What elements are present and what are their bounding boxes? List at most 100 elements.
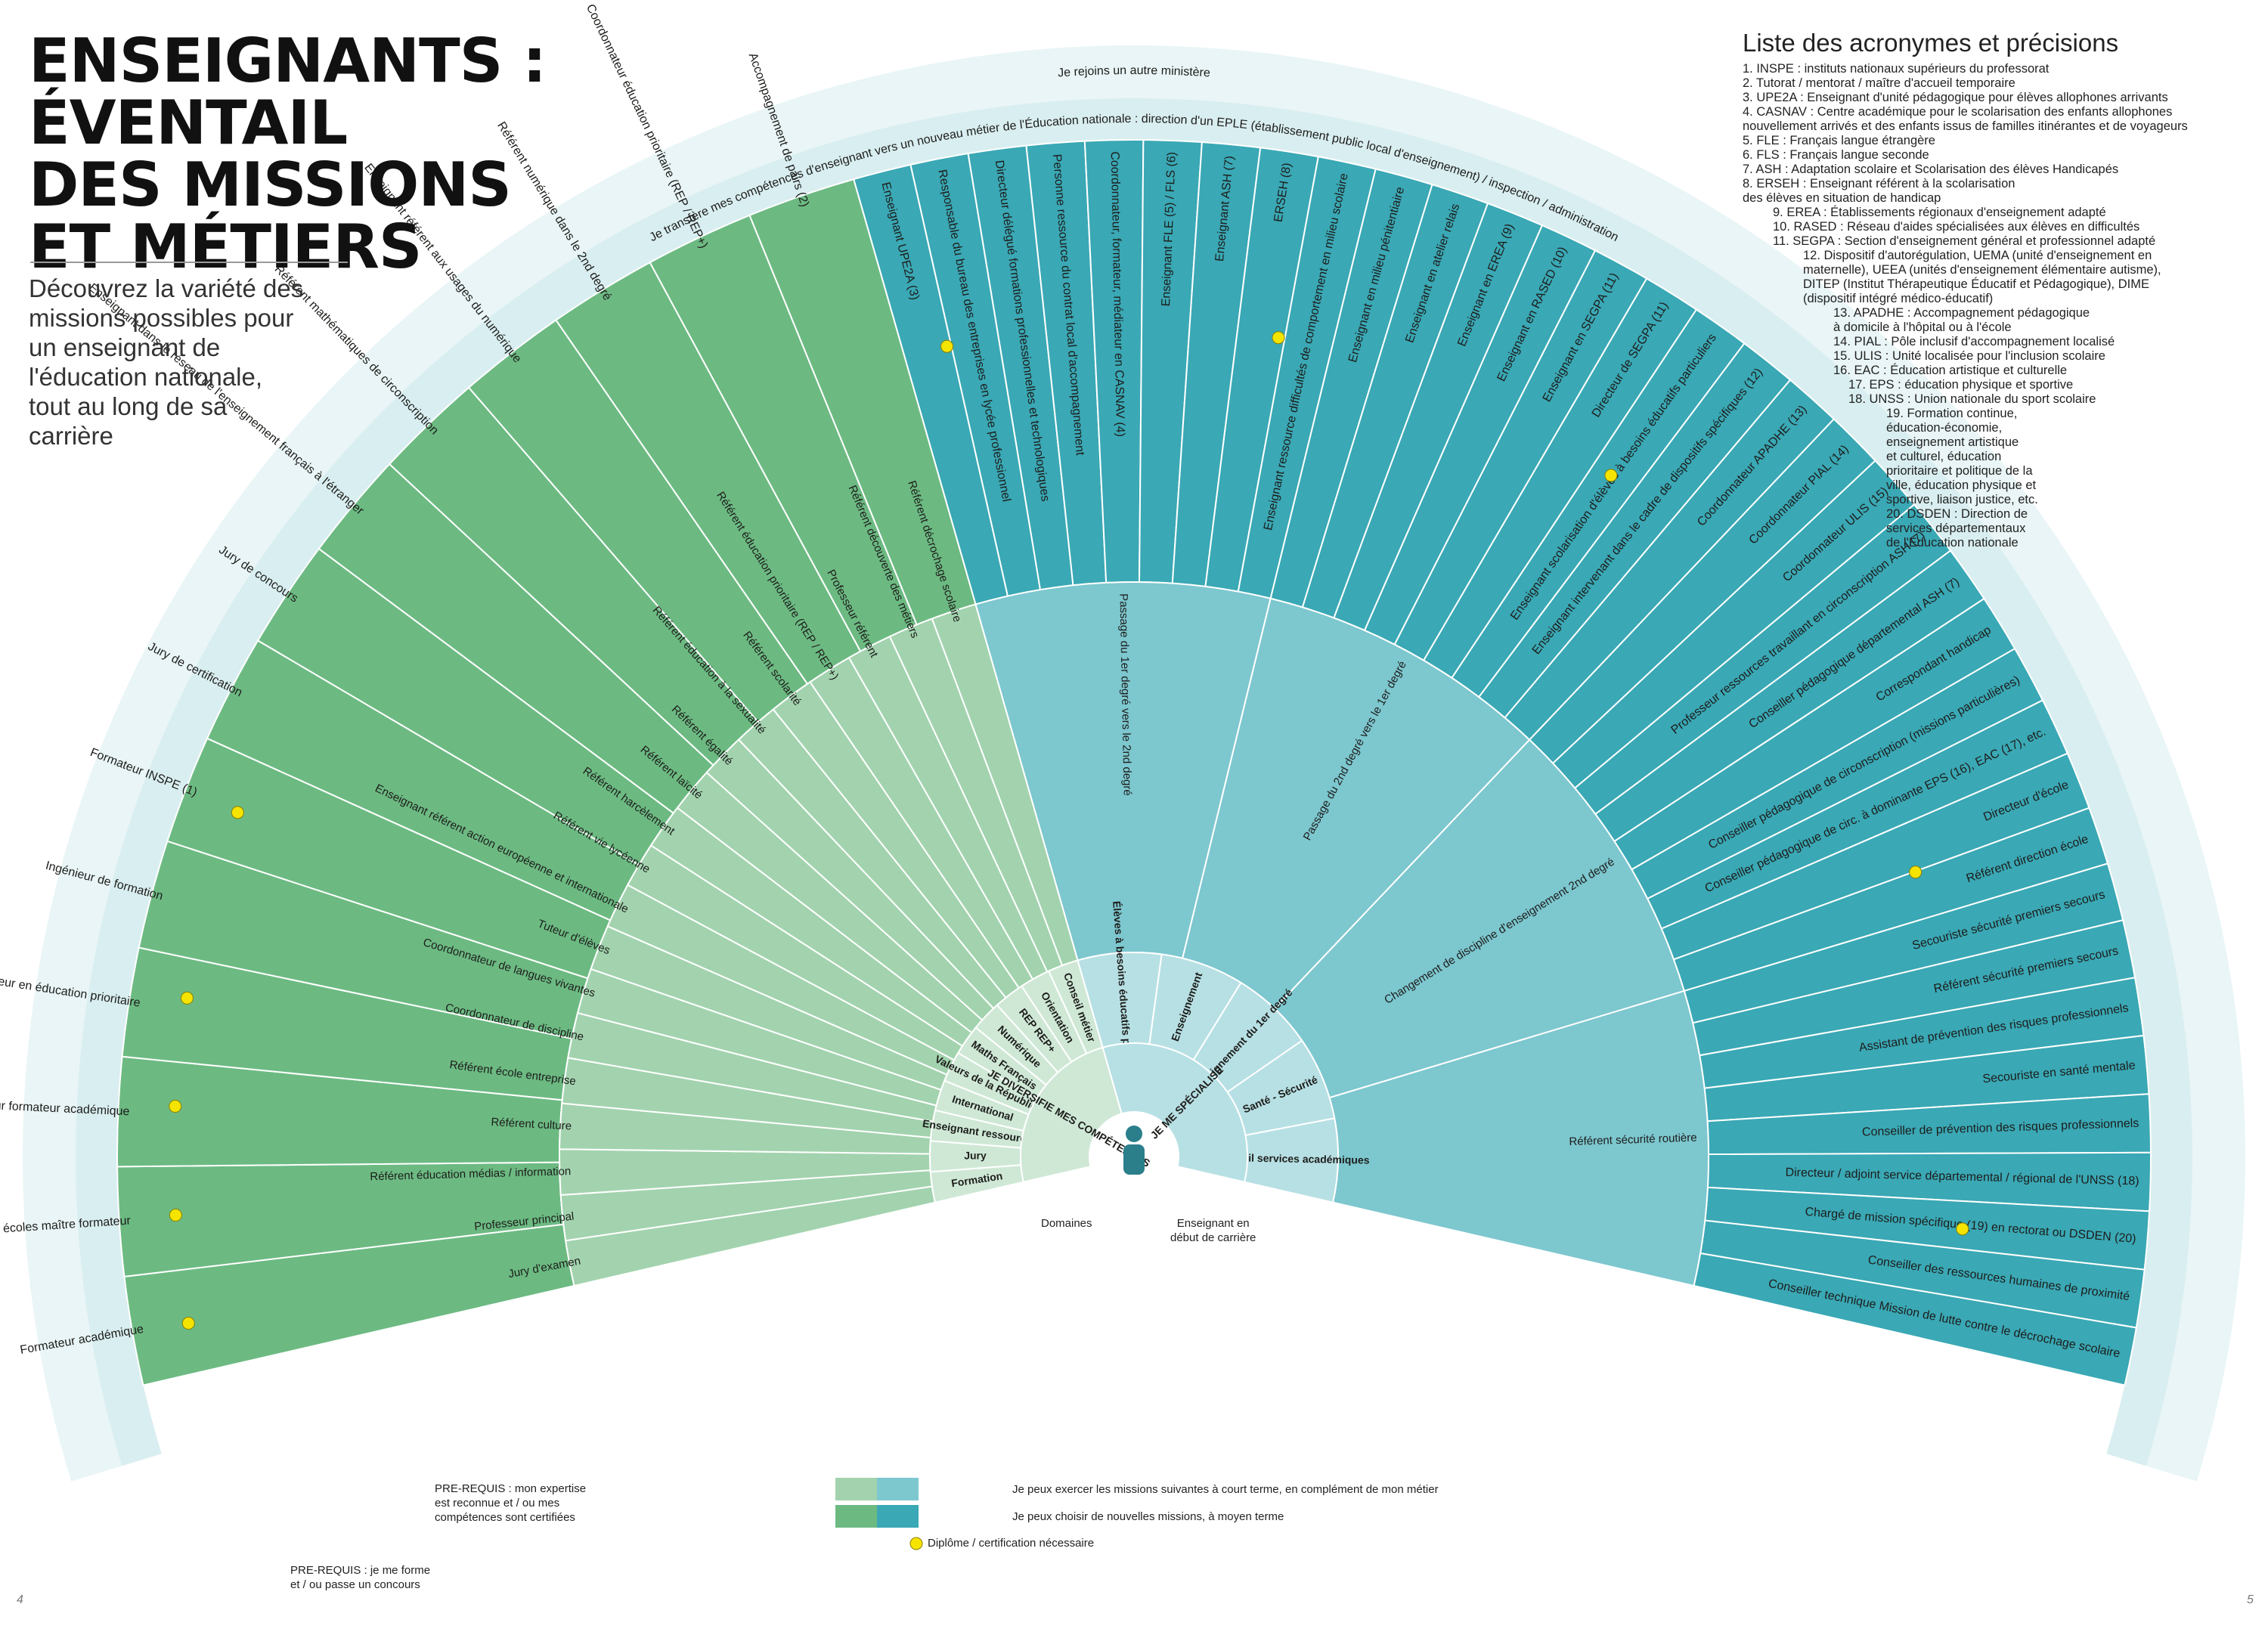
legend-swatch-short-right	[877, 1478, 919, 1500]
acronym-item: 15. ULIS : Unité localisée pour l'inclus…	[1833, 349, 2105, 364]
legend-diploma-label: Diplôme / certification nécessaire	[928, 1537, 1095, 1550]
person-icon	[1126, 1126, 1142, 1142]
acronym-item: 3. UPE2A : Enseignant d'unité pédagogiqu…	[1743, 91, 2168, 105]
prerequisite-certified-annotation: PRE-REQUIS : mon expertise est reconnue …	[435, 1482, 586, 1525]
title-line: ENSEIGNANTS :	[29, 26, 547, 96]
acronym-item: 4. CASNAV : Centre académique pour le sc…	[1743, 105, 2188, 134]
acronym-item: 2. Tutorat / mentorat / maître d'accueil…	[1743, 76, 2015, 91]
annotation-line: PRE-REQUIS : je me forme	[290, 1564, 431, 1577]
acronym-item: 8. ERSEH : Enseignant référent à la scol…	[1743, 177, 2015, 206]
acronym-line: DITEP (Institut Thérapeutique Éducatif e…	[1803, 277, 2149, 291]
acronym-line: 8. ERSEH : Enseignant référent à la scol…	[1743, 177, 2015, 190]
title-line: ET MÉTIERS	[29, 212, 423, 282]
diploma-dot	[169, 1209, 182, 1222]
legend-mid-term: Je peux choisir de nouvelles missions, à…	[835, 1510, 1284, 1523]
legend-diploma-dot	[909, 1537, 923, 1550]
acronym-item: 7. ASH : Adaptation scolaire et Scolaris…	[1743, 163, 2118, 177]
mission-short-right-label: Référent sécurité routière	[1569, 1132, 1697, 1149]
annotation-line: et / ou passe un concours	[290, 1578, 420, 1591]
acronym-item: 13. APADHE : Accompagnement pédagogique à…	[1833, 306, 2090, 335]
legend-short-term-label: Je peux exercer les missions suivantes à…	[1012, 1483, 1439, 1496]
legend-swatch-mid-right	[877, 1505, 919, 1528]
acronym-line: prioritaire et politique de la	[1886, 464, 2033, 478]
prerequisite-training-annotation: PRE-REQUIS : je me forme et / ou passe u…	[290, 1563, 430, 1592]
diploma-dot	[1272, 331, 1285, 345]
subtitle-line: tout au long de sa	[29, 392, 228, 420]
acronym-line: 17. EPS : éducation physique et sportive	[1848, 378, 2074, 392]
subtitle-line: Découvrez la variété des	[29, 274, 304, 302]
acronym-line: et culturel, éducation	[1886, 450, 2002, 463]
page-number-left: 4	[17, 1593, 23, 1606]
domain-left-label: Jury	[964, 1150, 987, 1162]
acronym-item: 20. DSDEN : Direction de services départe…	[1886, 507, 2028, 550]
diploma-dot	[180, 991, 194, 1005]
acronym-item: 11. SEGPA : Section d'enseignement génér…	[1773, 234, 2155, 249]
title-line: ÉVENTAIL	[29, 88, 348, 158]
acronym-line: à domicile à l'hôpital ou à l'école	[1833, 320, 2012, 334]
acronym-line: 11. SEGPA : Section d'enseignement génér…	[1773, 234, 2156, 248]
acronym-item: 10. RASED : Réseau d'aides spécialisées …	[1773, 220, 2139, 234]
acronym-item: 16. EAC : Éducation artistique et cultur…	[1833, 364, 2067, 378]
acronym-item: 12. Dispositif d'autorégulation, UEMA (u…	[1803, 249, 2161, 306]
legend-swatch-mid-left	[835, 1505, 877, 1528]
mission-short-right-label: Passage du 1er degré vers le 2nd degré	[1117, 593, 1133, 796]
annotation-line: Enseignant en	[1176, 1217, 1250, 1230]
diploma-dot	[1956, 1222, 1969, 1236]
acronym-line: 16. EAC : Éducation artistique et cultur…	[1833, 364, 2068, 377]
acronym-line: 15. ULIS : Unité localisée pour l'inclus…	[1833, 349, 2105, 363]
subtitle-line: un enseignant de	[29, 333, 221, 361]
diploma-dot	[181, 1317, 195, 1330]
diploma-dot	[169, 1100, 182, 1113]
acronym-line: 18. UNSS : Union nationale du sport scol…	[1848, 392, 2096, 406]
acronym-line: (dispositif intégré médico-éducatif)	[1803, 292, 1994, 305]
acronym-line: éducation-économie,	[1886, 421, 2003, 435]
legend-diploma: Diplôme / certification nécessaire	[928, 1537, 1094, 1550]
acronym-item: 1. INSPE : instituts nationaux supérieur…	[1743, 62, 2049, 76]
acronym-item: 9. EREA : Établissements régionaux d'ens…	[1773, 206, 2106, 220]
diploma-dot	[940, 339, 954, 353]
page-title: ENSEIGNANTS : ÉVENTAIL DES MISSIONS ET M…	[29, 26, 547, 282]
acronym-line: 20. DSDEN : Direction de	[1886, 507, 2028, 521]
acronym-line: maternelle), UEEA (unités d'enseignement…	[1803, 263, 2161, 277]
acronym-line: 19. Formation continue,	[1886, 407, 2018, 420]
acronym-item: 6. FLS : Français langue seconde	[1743, 148, 1929, 163]
acronym-line: 14. PIAL : Pôle inclusif d'accompagnemen…	[1833, 335, 2115, 348]
acronym-item: 14. PIAL : Pôle inclusif d'accompagnemen…	[1833, 335, 2115, 349]
domains-annotation: Domaines	[1041, 1217, 1092, 1230]
diploma-dot	[1604, 469, 1618, 482]
subtitle-line: missions possibles pour	[29, 304, 294, 332]
acronym-line: 5. FLE : Français langue étrangère	[1743, 134, 1935, 147]
acronym-item: 5. FLE : Français langue étrangère	[1743, 134, 1935, 148]
annotation-line: compétences sont certifiées	[435, 1511, 575, 1524]
acronym-line: 10. RASED : Réseau d'aides spécialisées …	[1773, 220, 2140, 234]
acronym-line: 3. UPE2A : Enseignant d'unité pédagogiqu…	[1743, 91, 2168, 104]
acronym-line: 4. CASNAV : Centre académique pour le sc…	[1743, 105, 2173, 119]
domain-right-label: Conseil services académiques	[1216, 1151, 1370, 1166]
title-line: DES MISSIONS	[29, 150, 512, 220]
acronym-item: 19. Formation continue, éducation-économi…	[1886, 407, 2038, 507]
diploma-dot	[1909, 865, 1923, 879]
acronym-line: sportive, liaison justice, etc.	[1886, 493, 2038, 506]
outer-most-ring-label: Je rejoins un autre ministère	[1058, 64, 1211, 80]
legend-mid-term-label: Je peux choisir de nouvelles missions, à…	[1012, 1510, 1284, 1523]
acronym-line: 7. ASH : Adaptation scolaire et Scolaris…	[1743, 163, 2119, 176]
acronym-line: services départementaux	[1886, 522, 2026, 535]
acronym-item: 17. EPS : éducation physique et sportive	[1848, 378, 2073, 392]
start-career-annotation: Enseignant en début de carrière	[1170, 1216, 1256, 1245]
subtitle-line: l'éducation nationale,	[29, 363, 263, 391]
acronym-line: nouvellement arrivés et des enfants issu…	[1743, 119, 2188, 133]
acronym-item: 18. UNSS : Union nationale du sport scol…	[1848, 392, 2096, 407]
page-subtitle: Découvrez la variété des missions possib…	[29, 274, 331, 451]
subtitle-line: carrière	[29, 422, 113, 450]
acronym-line: enseignement artistique	[1886, 435, 2019, 449]
diploma-dot	[231, 806, 244, 819]
acronym-line: 12. Dispositif d'autorégulation, UEMA (u…	[1803, 249, 2152, 262]
acronym-line: de l'Éducation nationale	[1886, 536, 2019, 550]
title-divider	[30, 262, 348, 263]
person-icon	[1123, 1144, 1145, 1175]
acronyms-title: Liste des acronymes et précisions	[1743, 29, 2119, 57]
acronym-line: 9. EREA : Établissements régionaux d'ens…	[1773, 206, 2106, 219]
acronym-line: 2. Tutorat / mentorat / maître d'accueil…	[1743, 76, 2015, 90]
annotation-line: début de carrière	[1170, 1231, 1256, 1244]
